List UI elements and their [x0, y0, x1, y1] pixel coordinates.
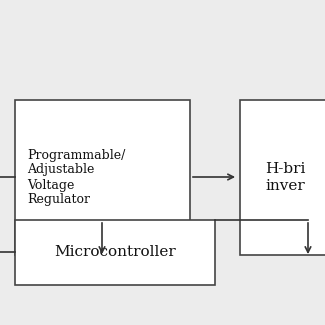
Bar — [15, 220, 215, 285]
Text: H-bri
inver: H-bri inver — [265, 162, 305, 193]
Bar — [240, 100, 325, 255]
Bar — [15, 100, 190, 255]
Text: Microcontroller: Microcontroller — [54, 245, 176, 259]
Text: Programmable/
Adjustable
Voltage
Regulator: Programmable/ Adjustable Voltage Regulat… — [27, 149, 125, 206]
